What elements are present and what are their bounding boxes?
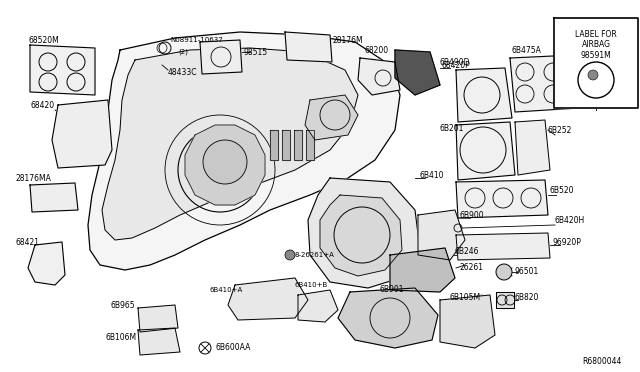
Polygon shape bbox=[306, 130, 314, 160]
Polygon shape bbox=[30, 45, 95, 95]
Text: 28176MA: 28176MA bbox=[15, 173, 51, 183]
Text: 6B901: 6B901 bbox=[380, 285, 404, 295]
Text: 6B410+B: 6B410+B bbox=[295, 282, 328, 288]
Text: 6B410: 6B410 bbox=[420, 170, 445, 180]
Text: 6B105M: 6B105M bbox=[450, 294, 481, 302]
Text: 6B965: 6B965 bbox=[110, 301, 134, 310]
Text: 6B252: 6B252 bbox=[548, 125, 572, 135]
Polygon shape bbox=[138, 328, 180, 355]
Polygon shape bbox=[456, 68, 512, 122]
Polygon shape bbox=[138, 305, 178, 332]
Polygon shape bbox=[28, 242, 65, 285]
Polygon shape bbox=[320, 195, 402, 276]
Text: 68420: 68420 bbox=[30, 100, 54, 109]
Text: 6B420H: 6B420H bbox=[555, 215, 585, 224]
Polygon shape bbox=[440, 295, 495, 348]
Polygon shape bbox=[298, 290, 338, 322]
Polygon shape bbox=[200, 40, 242, 74]
Text: 6B490D: 6B490D bbox=[440, 58, 470, 67]
Polygon shape bbox=[308, 178, 420, 288]
Polygon shape bbox=[456, 122, 515, 180]
Circle shape bbox=[588, 70, 598, 80]
Polygon shape bbox=[282, 130, 290, 160]
Circle shape bbox=[203, 140, 247, 184]
Polygon shape bbox=[496, 292, 514, 308]
Text: 48433C: 48433C bbox=[168, 67, 198, 77]
Polygon shape bbox=[102, 48, 358, 240]
Polygon shape bbox=[510, 55, 580, 112]
Text: 6B246: 6B246 bbox=[455, 247, 479, 257]
Polygon shape bbox=[338, 288, 438, 348]
Text: 96920P: 96920P bbox=[553, 237, 582, 247]
Text: 96501: 96501 bbox=[515, 267, 540, 276]
Text: 6B900: 6B900 bbox=[460, 211, 484, 219]
Text: 26261: 26261 bbox=[460, 263, 484, 273]
Text: LABEL FOR
AIRBAG
98591M: LABEL FOR AIRBAG 98591M bbox=[575, 30, 617, 60]
Circle shape bbox=[496, 264, 512, 280]
Polygon shape bbox=[52, 100, 112, 168]
Text: 68520M: 68520M bbox=[28, 35, 59, 45]
Text: N08911-10637: N08911-10637 bbox=[170, 37, 223, 43]
Text: 6B600AA: 6B600AA bbox=[215, 343, 250, 353]
Text: 8-26261+A: 8-26261+A bbox=[295, 252, 335, 258]
Polygon shape bbox=[515, 120, 550, 175]
Polygon shape bbox=[456, 180, 548, 218]
Text: 6B410+A: 6B410+A bbox=[210, 287, 243, 293]
Text: (2): (2) bbox=[178, 49, 188, 55]
Polygon shape bbox=[456, 233, 550, 260]
Polygon shape bbox=[358, 58, 400, 95]
Text: 6B520: 6B520 bbox=[550, 186, 575, 195]
Text: 6B201: 6B201 bbox=[440, 124, 465, 132]
Polygon shape bbox=[88, 32, 400, 270]
Polygon shape bbox=[185, 125, 265, 205]
Polygon shape bbox=[285, 32, 332, 62]
Circle shape bbox=[285, 250, 295, 260]
Text: 68421: 68421 bbox=[15, 237, 39, 247]
Polygon shape bbox=[390, 248, 455, 292]
Polygon shape bbox=[418, 210, 465, 260]
Polygon shape bbox=[270, 130, 278, 160]
Polygon shape bbox=[294, 130, 302, 160]
Polygon shape bbox=[305, 95, 358, 140]
Polygon shape bbox=[228, 278, 308, 320]
Polygon shape bbox=[395, 50, 440, 95]
Text: 98515: 98515 bbox=[243, 48, 267, 57]
Text: R6800044: R6800044 bbox=[582, 357, 621, 366]
Text: 28176M: 28176M bbox=[333, 35, 364, 45]
Text: 6B475A: 6B475A bbox=[512, 45, 542, 55]
Text: 68420P: 68420P bbox=[442, 61, 471, 70]
Polygon shape bbox=[554, 18, 638, 108]
Text: 68200: 68200 bbox=[365, 45, 389, 55]
Text: 6B820: 6B820 bbox=[515, 294, 540, 302]
Polygon shape bbox=[30, 183, 78, 212]
Text: 6B106M: 6B106M bbox=[105, 334, 136, 343]
